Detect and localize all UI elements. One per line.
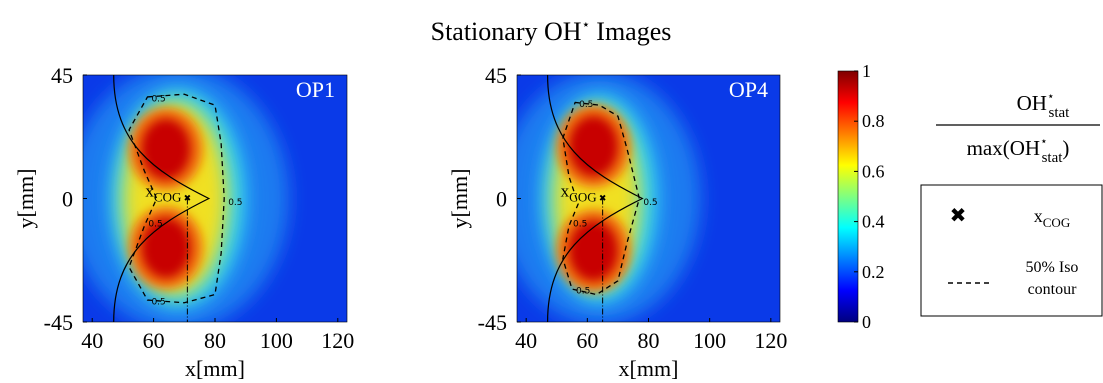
heat-red [569,116,618,176]
legend-cog-x: x [1034,206,1043,226]
x-tick-label: 100 [693,328,726,353]
x-axis-label: x[mm] [185,356,245,381]
x-tick-label: 80 [638,328,660,353]
num-text: OH [1017,91,1047,115]
den-end: ) [1062,136,1069,160]
colorbar-tick-label: 0 [862,312,871,332]
contour-label: 0.5 [643,198,657,208]
y-tick-label: 45 [51,63,73,88]
y-tick-label: 45 [485,63,507,88]
legend-symbol: ✖ [950,203,967,227]
cog-label-sub: COG [569,190,596,205]
contour-label: 0.5 [148,219,162,229]
cog-marker: ✖ [599,194,607,204]
num-sup: ⋆ [1047,89,1055,103]
x-tick-label: 80 [204,328,226,353]
figure: Stationary OH⋆Images OH⋆stat max(OH⋆stat… [0,0,1103,383]
contour-label: 0.5 [151,94,165,104]
x-tick-label: 120 [754,328,787,353]
y-tick-label: -45 [478,310,507,335]
colorbar-tick-label: 0.6 [862,161,885,181]
contour-label: 0.5 [579,100,593,110]
panel-label: OP4 [729,77,768,102]
legend-iso: 50% Iso [1026,259,1079,276]
contour-label: 0.5 [151,298,165,308]
x-tick-label: 40 [81,328,103,353]
x-tick-label: 100 [260,328,293,353]
contour-label: 0.5 [573,219,587,229]
colorbar-gradient [838,71,858,322]
contour-label: 0.5 [576,287,590,297]
heatmap-image: 0.50.50.50.5✖xCOG [68,67,347,330]
x-tick-label: 60 [576,328,598,353]
title-sup: ⋆ [582,18,591,33]
colorbar-tick-label: 1 [862,61,871,81]
legend-numerator: OH⋆ stat [1017,89,1071,121]
legend: OH⋆stat max(OH⋆stat) ✖ xCOG 50% Iso cont… [921,89,1102,316]
y-tick-label: -45 [44,310,73,335]
cog-label-sub: COG [154,190,181,205]
num-sub: stat [1049,105,1071,121]
contour-label: 0.5 [228,198,242,208]
colorbar-tick-label: 0.2 [862,262,885,282]
heatmap-image: 0.50.50.50.5✖xCOG [499,72,780,324]
den-sub: stat [1042,150,1064,166]
colorbar: 0 0.2 0.4 0.6 0.8 1 [838,61,885,332]
den-text: max(OH [967,136,1040,160]
legend-iso2: contour [1028,281,1078,298]
den-sup: ⋆ [1040,134,1048,148]
title: Stationary OH⋆ Images [431,17,672,46]
colorbar-tick-label: 0.8 [862,111,885,131]
title-rest: Images [596,17,671,46]
y-tick-label: 0 [62,187,73,212]
cog-marker: ✖ [184,194,192,204]
panel-label: OP1 [296,77,335,102]
x-tick-label: 120 [321,328,354,353]
x-axis-label: x[mm] [619,356,679,381]
y-axis-label: y[mm] [13,169,38,229]
heat-red [141,119,190,179]
y-axis-label: y[mm] [447,169,472,229]
title-text: Stationary OH [431,17,582,46]
legend-denominator: max(OH⋆ stat) [967,134,1070,166]
x-tick-label: 60 [143,328,165,353]
y-tick-label: 0 [496,187,507,212]
heat-red [569,220,618,280]
colorbar-tick-label: 0.4 [862,212,885,232]
legend-cog-sub: COG [1043,215,1070,230]
x-tick-label: 40 [515,328,537,353]
